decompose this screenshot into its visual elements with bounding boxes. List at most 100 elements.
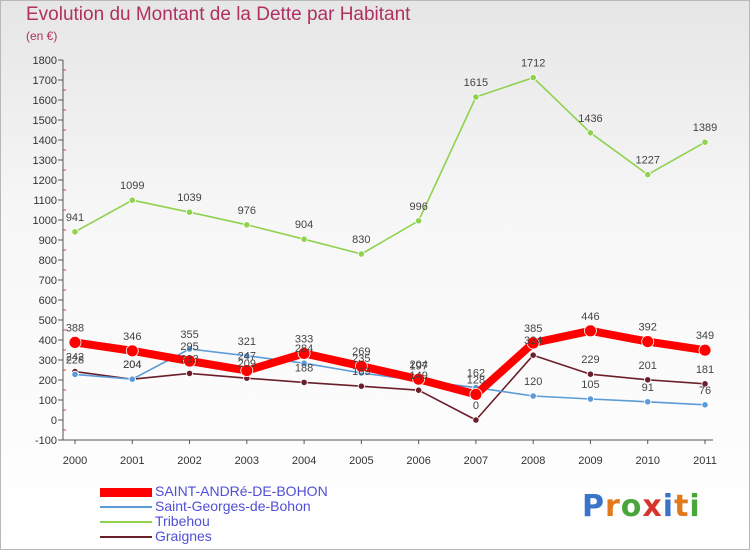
data-point xyxy=(526,336,540,350)
data-label: 321 xyxy=(238,336,256,348)
brand-letter: t xyxy=(674,489,690,524)
data-point xyxy=(128,375,136,383)
data-label: 349 xyxy=(696,330,714,342)
data-point xyxy=(71,370,79,378)
data-label: 1712 xyxy=(521,58,545,70)
data-point xyxy=(641,335,655,349)
data-label: 388 xyxy=(66,322,84,334)
data-label: 128 xyxy=(467,374,485,386)
y-tick-label: 1200 xyxy=(33,175,57,187)
brand-letter: P xyxy=(582,489,605,524)
data-point xyxy=(354,359,368,373)
legend-label: SAINT-ANDRé-DE-BOHON xyxy=(155,483,328,499)
chart-title: Evolution du Montant de la Dette par Hab… xyxy=(26,4,411,25)
data-label: 247 xyxy=(238,351,256,363)
data-label: 169 xyxy=(352,366,370,378)
x-tick-label: 2007 xyxy=(464,455,488,467)
data-point xyxy=(472,416,480,424)
data-label: 324 xyxy=(524,335,542,347)
legend-label: Graignes xyxy=(155,528,212,544)
data-point xyxy=(644,398,652,406)
y-tick-label: 1800 xyxy=(33,55,57,67)
data-point xyxy=(644,171,652,179)
y-tick-label: 1300 xyxy=(33,155,57,167)
data-label: 346 xyxy=(123,331,141,343)
y-tick-label: 400 xyxy=(39,335,57,347)
y-tick-label: 100 xyxy=(39,395,57,407)
x-tick-label: 2009 xyxy=(578,455,602,467)
series-line-3 xyxy=(74,354,706,421)
data-label: 392 xyxy=(639,322,657,334)
data-point xyxy=(185,345,194,353)
x-tick-label: 2003 xyxy=(235,455,259,467)
data-label: 188 xyxy=(295,362,313,374)
brand-logo: Proxiti xyxy=(582,489,701,524)
data-label: 242 xyxy=(66,352,84,364)
legend-label: Tribehou xyxy=(155,513,210,529)
y-tick-label: 500 xyxy=(39,315,57,327)
legend-swatch xyxy=(100,506,152,508)
data-point xyxy=(644,376,652,384)
y-tick-label: 200 xyxy=(39,375,57,387)
data-point xyxy=(701,138,709,146)
data-label: 385 xyxy=(524,323,542,335)
data-point xyxy=(185,369,194,377)
data-label: 204 xyxy=(123,359,141,371)
series-line-2 xyxy=(74,76,706,255)
data-label: 235 xyxy=(352,353,370,365)
x-tick-label: 2006 xyxy=(406,455,430,467)
data-label: 228 xyxy=(66,354,84,366)
data-point xyxy=(701,380,709,388)
data-label: 996 xyxy=(409,201,427,213)
y-tick-label: 700 xyxy=(39,275,57,287)
y-tick-label: 1700 xyxy=(33,75,57,87)
data-label: 0 xyxy=(473,400,479,412)
data-label: 1389 xyxy=(693,122,717,134)
legend-label: Saint-Georges-de-Bohon xyxy=(155,498,311,514)
data-point xyxy=(68,335,82,349)
data-label: 295 xyxy=(180,341,198,353)
data-label: 269 xyxy=(352,346,370,358)
y-tick-label: 1500 xyxy=(33,115,57,127)
data-point xyxy=(472,93,480,101)
data-label: 284 xyxy=(295,343,313,355)
data-label: 201 xyxy=(639,360,657,372)
x-tick-label: 2008 xyxy=(521,455,545,467)
data-point xyxy=(300,359,308,367)
data-point xyxy=(586,129,595,137)
data-label: 120 xyxy=(524,376,542,388)
brand-letter: i xyxy=(689,489,701,524)
y-tick-label: 900 xyxy=(39,235,57,247)
data-label: 355 xyxy=(180,329,198,341)
data-point xyxy=(243,221,251,229)
brand-letter: r xyxy=(605,489,621,524)
data-label: 904 xyxy=(295,219,313,231)
data-label: 1615 xyxy=(464,77,488,89)
data-point xyxy=(698,343,712,357)
data-point xyxy=(469,387,483,401)
data-point xyxy=(415,386,423,394)
x-tick-label: 2004 xyxy=(292,455,316,467)
legend-swatch xyxy=(100,487,152,497)
y-tick-label: 600 xyxy=(39,295,57,307)
data-point xyxy=(297,346,311,360)
data-point xyxy=(300,235,308,243)
data-label: 162 xyxy=(467,368,485,380)
y-tick-label: 1400 xyxy=(33,135,57,147)
y-tick-label: 1100 xyxy=(33,195,57,207)
data-label: 91 xyxy=(642,382,654,394)
data-point xyxy=(357,250,365,258)
data-label: 149 xyxy=(409,370,427,382)
x-tick-label: 2000 xyxy=(63,455,87,467)
data-point xyxy=(529,392,537,400)
data-label: 1039 xyxy=(177,192,201,204)
data-label: 197 xyxy=(409,361,427,373)
data-label: 976 xyxy=(238,205,256,217)
y-tick-label: 800 xyxy=(39,255,57,267)
data-point xyxy=(586,370,595,378)
data-point xyxy=(243,352,251,360)
data-label: 204 xyxy=(409,359,427,371)
data-point xyxy=(415,217,423,225)
